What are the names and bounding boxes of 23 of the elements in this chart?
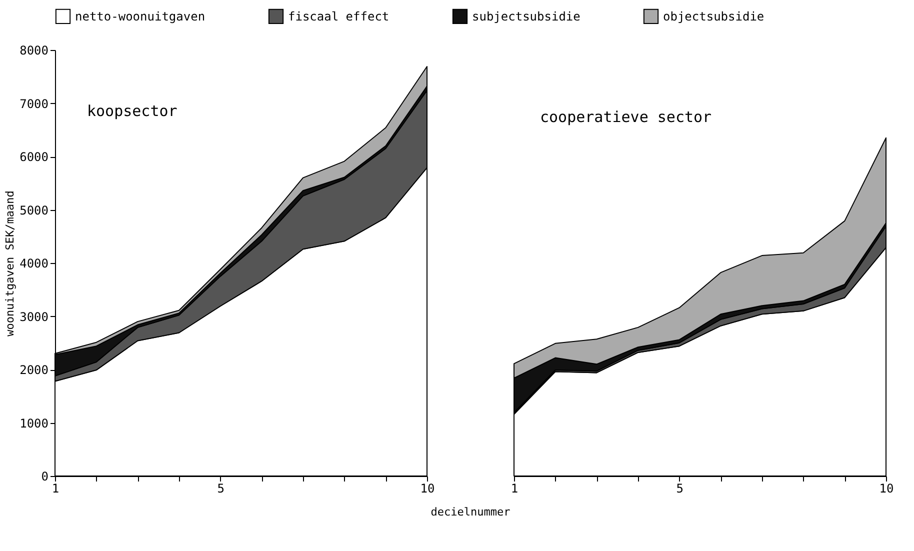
legend-label: netto-woonuitgaven <box>75 9 206 24</box>
y-tick-label: 7000 <box>20 96 48 111</box>
y-tick-label: 2000 <box>20 363 48 377</box>
x-tick-label: 10 <box>420 482 435 496</box>
text: cooperatieve sector <box>540 108 712 126</box>
y-tick-label: 1000 <box>20 416 48 430</box>
y-tick-label: 3000 <box>20 310 48 324</box>
x-tick-label: 1 <box>510 482 518 496</box>
legend-label: fiscaal effect <box>288 9 390 24</box>
x-axis-title: decielnummer <box>430 506 511 518</box>
y-tick-label: 4000 <box>20 256 48 270</box>
legend-label: objectsubsidie <box>663 9 764 24</box>
y-tick-label: 8000 <box>20 44 48 58</box>
x-tick-label: 5 <box>217 482 224 496</box>
y-tick-label: 6000 <box>20 150 48 164</box>
text: koopsector <box>87 102 178 120</box>
x-tick-label: 5 <box>676 482 684 496</box>
legend-label: subjectsubsidie <box>472 9 580 24</box>
x-tick-label: 1 <box>52 482 60 496</box>
y-tick-label: 5000 <box>20 203 48 218</box>
x-tick-label: 10 <box>879 482 894 496</box>
y-tick-label: 0 <box>41 470 48 484</box>
y-axis-title: woonuitgaven SEK/maand <box>4 190 17 336</box>
